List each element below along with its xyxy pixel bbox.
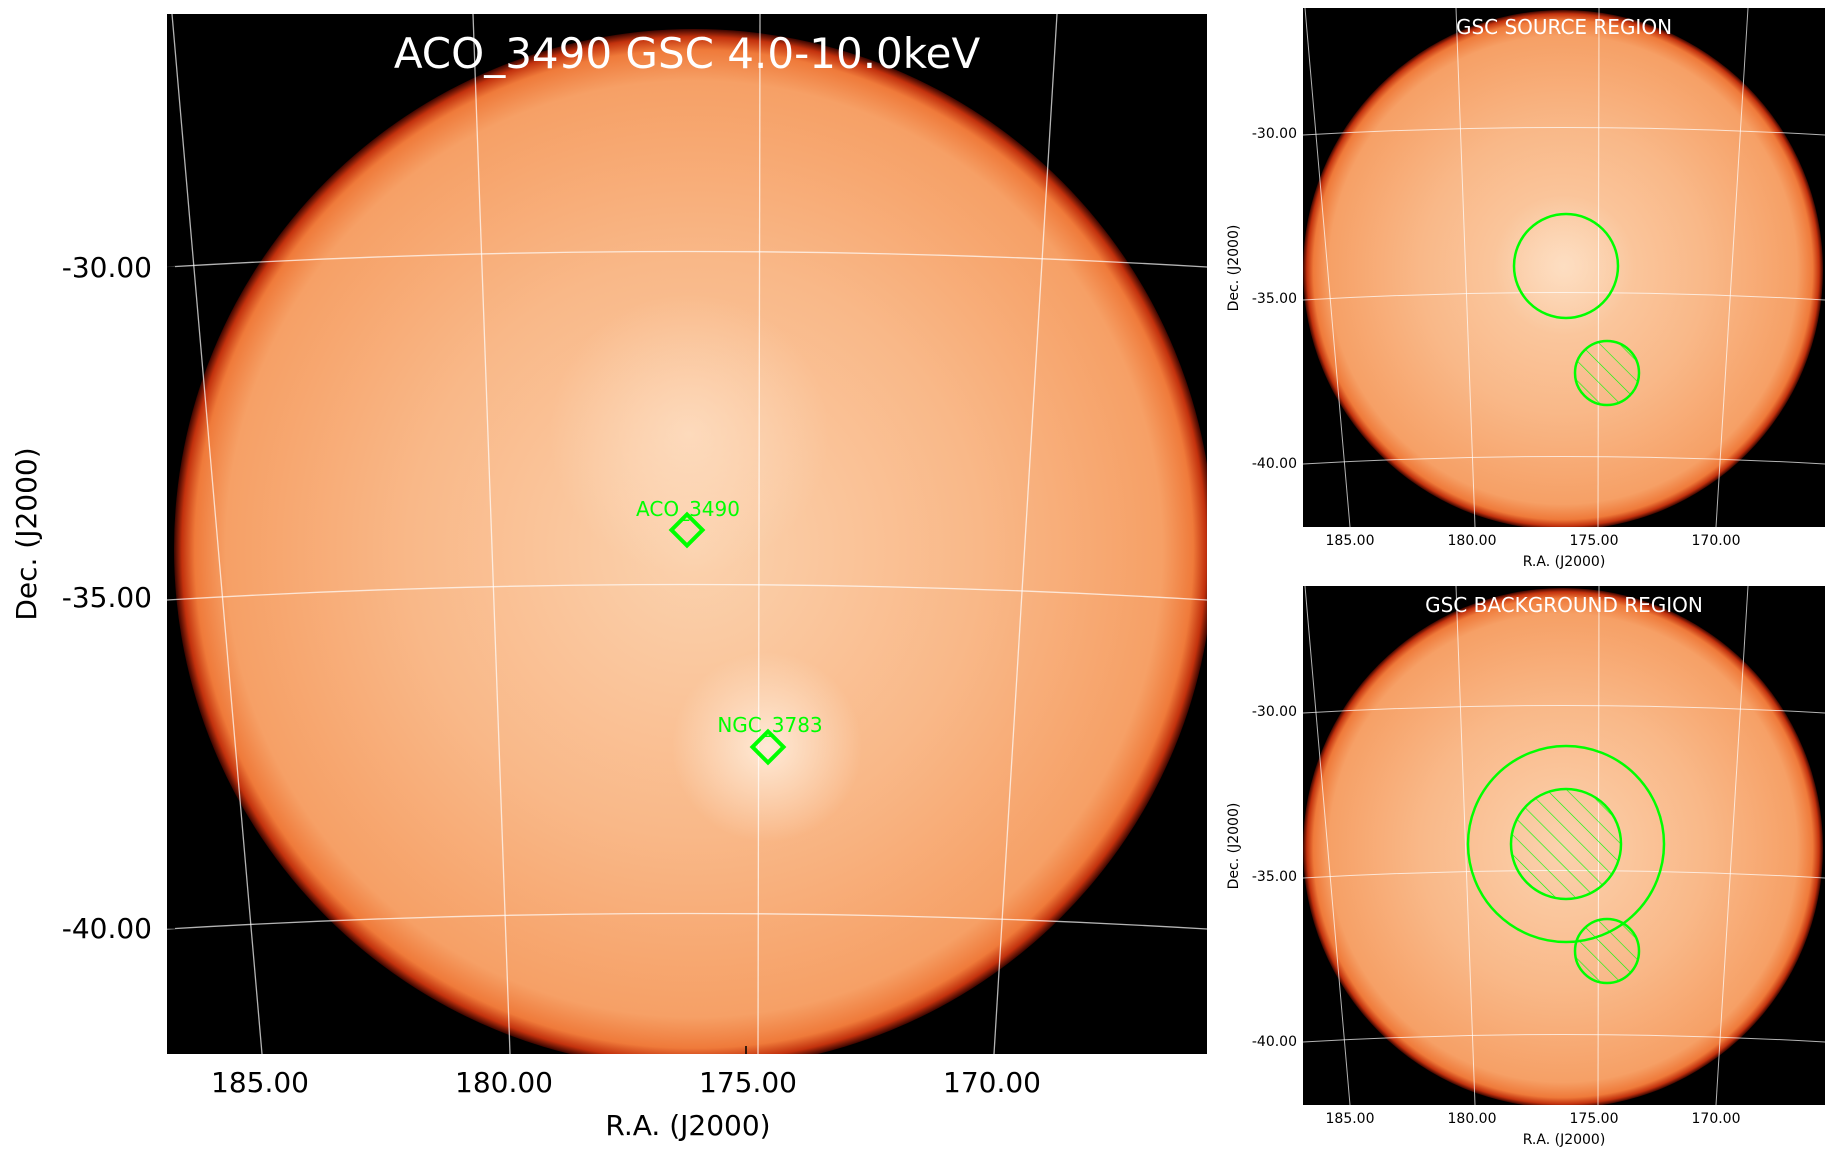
src-xlabel: R.A. (J2000) [1523,554,1606,570]
main-ylabel: Dec. (J2000) [10,447,43,620]
main-title: ACO_3490 GSC 4.0-10.0keV [394,29,981,78]
bkg-xtick-180: 180.00 [1448,1111,1497,1127]
bkg-xtick-185: 185.00 [1326,1111,1375,1127]
src-ytick-40: -40.00 [1252,456,1297,472]
bkg-xtick-175: 175.00 [1570,1111,1619,1127]
source-region-title: GSC SOURCE REGION [1456,15,1672,39]
source-glow-ngc [672,652,862,842]
label-aco-3490: ACO_3490 [636,497,740,521]
marker-aco-3490 [668,511,706,549]
source-region-circle [1512,212,1620,320]
bkg-ylabel: Dec. (J2000) [1226,803,1242,890]
main-xtick-185: 185.00 [211,1066,309,1099]
bkg-ytick-35: -35.00 [1252,869,1297,885]
background-region-image: GSC BACKGROUND REGION [1303,586,1825,1105]
coordinate-grid [167,14,1207,1054]
main-ytick-35: -35.00 [62,581,152,614]
main-xtick-180: 180.00 [455,1066,553,1099]
marker-ngc-3783 [749,728,787,766]
source-region-panel: GSC SOURCE REGION [1303,8,1825,527]
src-xtick-185: 185.00 [1326,533,1375,549]
background-annulus-outer [1466,744,1666,944]
src-ytick-35: -35.00 [1252,291,1297,307]
excluded-source-circle [1573,917,1641,985]
main-ytick-40: -40.00 [62,912,152,945]
excluded-source-circle [1573,339,1641,407]
bkg-ytick-40: -40.00 [1252,1034,1297,1050]
src-ylabel: Dec. (J2000) [1226,225,1242,312]
background-region-title: GSC BACKGROUND REGION [1425,593,1703,617]
source-region-image: GSC SOURCE REGION [1303,8,1825,527]
bkg-xtick-170: 170.00 [1692,1111,1741,1127]
background-region-panel: GSC BACKGROUND REGION [1303,586,1825,1105]
src-xtick-170: 170.00 [1692,533,1741,549]
source-glow-aco [549,294,829,574]
src-ytick-30: -30.00 [1252,126,1297,142]
background-annulus-inner [1509,787,1623,901]
main-image: ACO_3490 NGC_3783 ACO_3490 GSC 4.0-10.0k… [167,14,1207,1054]
bkg-xlabel: R.A. (J2000) [1523,1132,1606,1148]
main-ytick-30: -30.00 [62,251,152,284]
main-xtick-175: 175.00 [699,1066,797,1099]
main-xtick-170: 170.00 [943,1066,1041,1099]
label-ngc-3783: NGC_3783 [717,713,822,737]
src-xtick-175: 175.00 [1570,533,1619,549]
main-image-panel: ACO_3490 NGC_3783 ACO_3490 GSC 4.0-10.0k… [167,14,1207,1054]
bkg-ytick-30: -30.00 [1252,704,1297,720]
main-xlabel: R.A. (J2000) [605,1109,770,1142]
src-xtick-180: 180.00 [1448,533,1497,549]
